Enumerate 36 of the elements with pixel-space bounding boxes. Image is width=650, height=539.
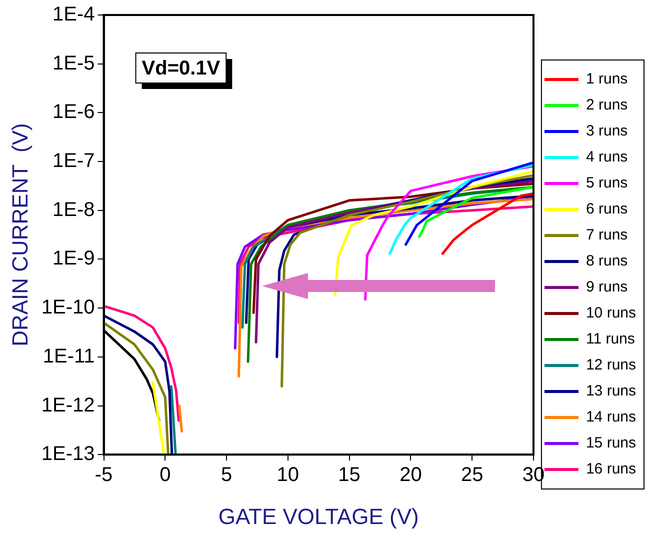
legend-label: 15 runs — [586, 434, 636, 452]
y-tick-label: 1E-7 — [52, 150, 95, 172]
x-tick-label: 10 — [276, 464, 300, 486]
legend-label: 10 runs — [586, 304, 636, 322]
legend-label: 1 runs — [586, 70, 628, 88]
y-tick-label: 1E-12 — [41, 394, 95, 416]
legend-label: 13 runs — [586, 382, 636, 400]
legend-label: 5 runs — [586, 174, 628, 192]
x-axis-title: GATE VOLTAGE (V) — [218, 504, 419, 529]
x-tick-label: 5 — [220, 464, 232, 486]
legend-label: 4 runs — [586, 148, 628, 166]
legend-label: 11 runs — [586, 330, 635, 348]
legend-label: 16 runs — [586, 460, 636, 478]
legend-label: 3 runs — [586, 122, 628, 140]
legend-label: 8 runs — [586, 252, 628, 270]
x-tick-label: -5 — [94, 464, 113, 486]
legend-label: 14 runs — [586, 408, 636, 426]
annotation: Vd=0.1V — [142, 58, 221, 80]
x-tick-label: 0 — [160, 464, 171, 486]
y-tick-label: 1E-8 — [52, 198, 95, 221]
y-tick-label: 1E-10 — [41, 296, 95, 319]
y-tick-label: 1E-9 — [52, 248, 95, 270]
x-tick-label: 20 — [400, 464, 422, 486]
legend-label: 2 runs — [586, 96, 628, 114]
y-tick-label: 1E-5 — [52, 52, 95, 74]
legend-label: 6 runs — [586, 200, 628, 218]
legend-label: 9 runs — [586, 278, 628, 296]
legend-label: 12 runs — [586, 356, 636, 374]
y-tick-label: 1E-4 — [52, 4, 95, 26]
x-tick-label: 25 — [460, 464, 484, 486]
y-tick-label: 1E-11 — [42, 345, 95, 368]
y-axis-title: DRAIN CURRENT (V) — [7, 123, 32, 346]
x-tick-label: 15 — [338, 464, 360, 486]
legend-label: 7 runs — [586, 226, 628, 244]
y-tick-label: 1E-6 — [52, 101, 95, 124]
y-tick-label: 1E-13 — [41, 443, 95, 466]
